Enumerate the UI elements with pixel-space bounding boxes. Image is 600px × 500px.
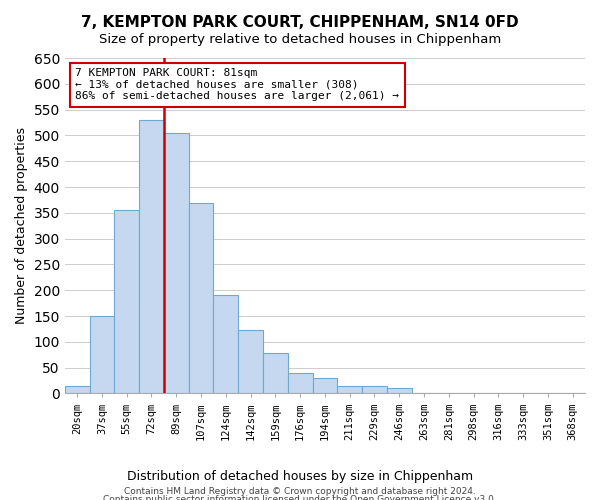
- Bar: [288, 373, 313, 394]
- Bar: [115, 210, 139, 394]
- Bar: [313, 378, 337, 394]
- Text: Size of property relative to detached houses in Chippenham: Size of property relative to detached ho…: [99, 32, 501, 46]
- Bar: [214, 296, 238, 394]
- Bar: [337, 386, 362, 394]
- Text: Contains public sector information licensed under the Open Government Licence v3: Contains public sector information licen…: [103, 495, 497, 500]
- Bar: [139, 120, 164, 394]
- Bar: [362, 386, 387, 394]
- Bar: [164, 133, 188, 394]
- Text: 7, KEMPTON PARK COURT, CHIPPENHAM, SN14 0FD: 7, KEMPTON PARK COURT, CHIPPENHAM, SN14 …: [81, 15, 519, 30]
- Text: Distribution of detached houses by size in Chippenham: Distribution of detached houses by size …: [127, 470, 473, 483]
- Y-axis label: Number of detached properties: Number of detached properties: [15, 127, 28, 324]
- Bar: [263, 353, 288, 394]
- Text: 7 KEMPTON PARK COURT: 81sqm
← 13% of detached houses are smaller (308)
86% of se: 7 KEMPTON PARK COURT: 81sqm ← 13% of det…: [75, 68, 399, 102]
- Bar: [188, 202, 214, 394]
- Text: Contains HM Land Registry data © Crown copyright and database right 2024.: Contains HM Land Registry data © Crown c…: [124, 488, 476, 496]
- Bar: [89, 316, 115, 394]
- Bar: [65, 386, 89, 394]
- Bar: [238, 330, 263, 394]
- Bar: [387, 388, 412, 394]
